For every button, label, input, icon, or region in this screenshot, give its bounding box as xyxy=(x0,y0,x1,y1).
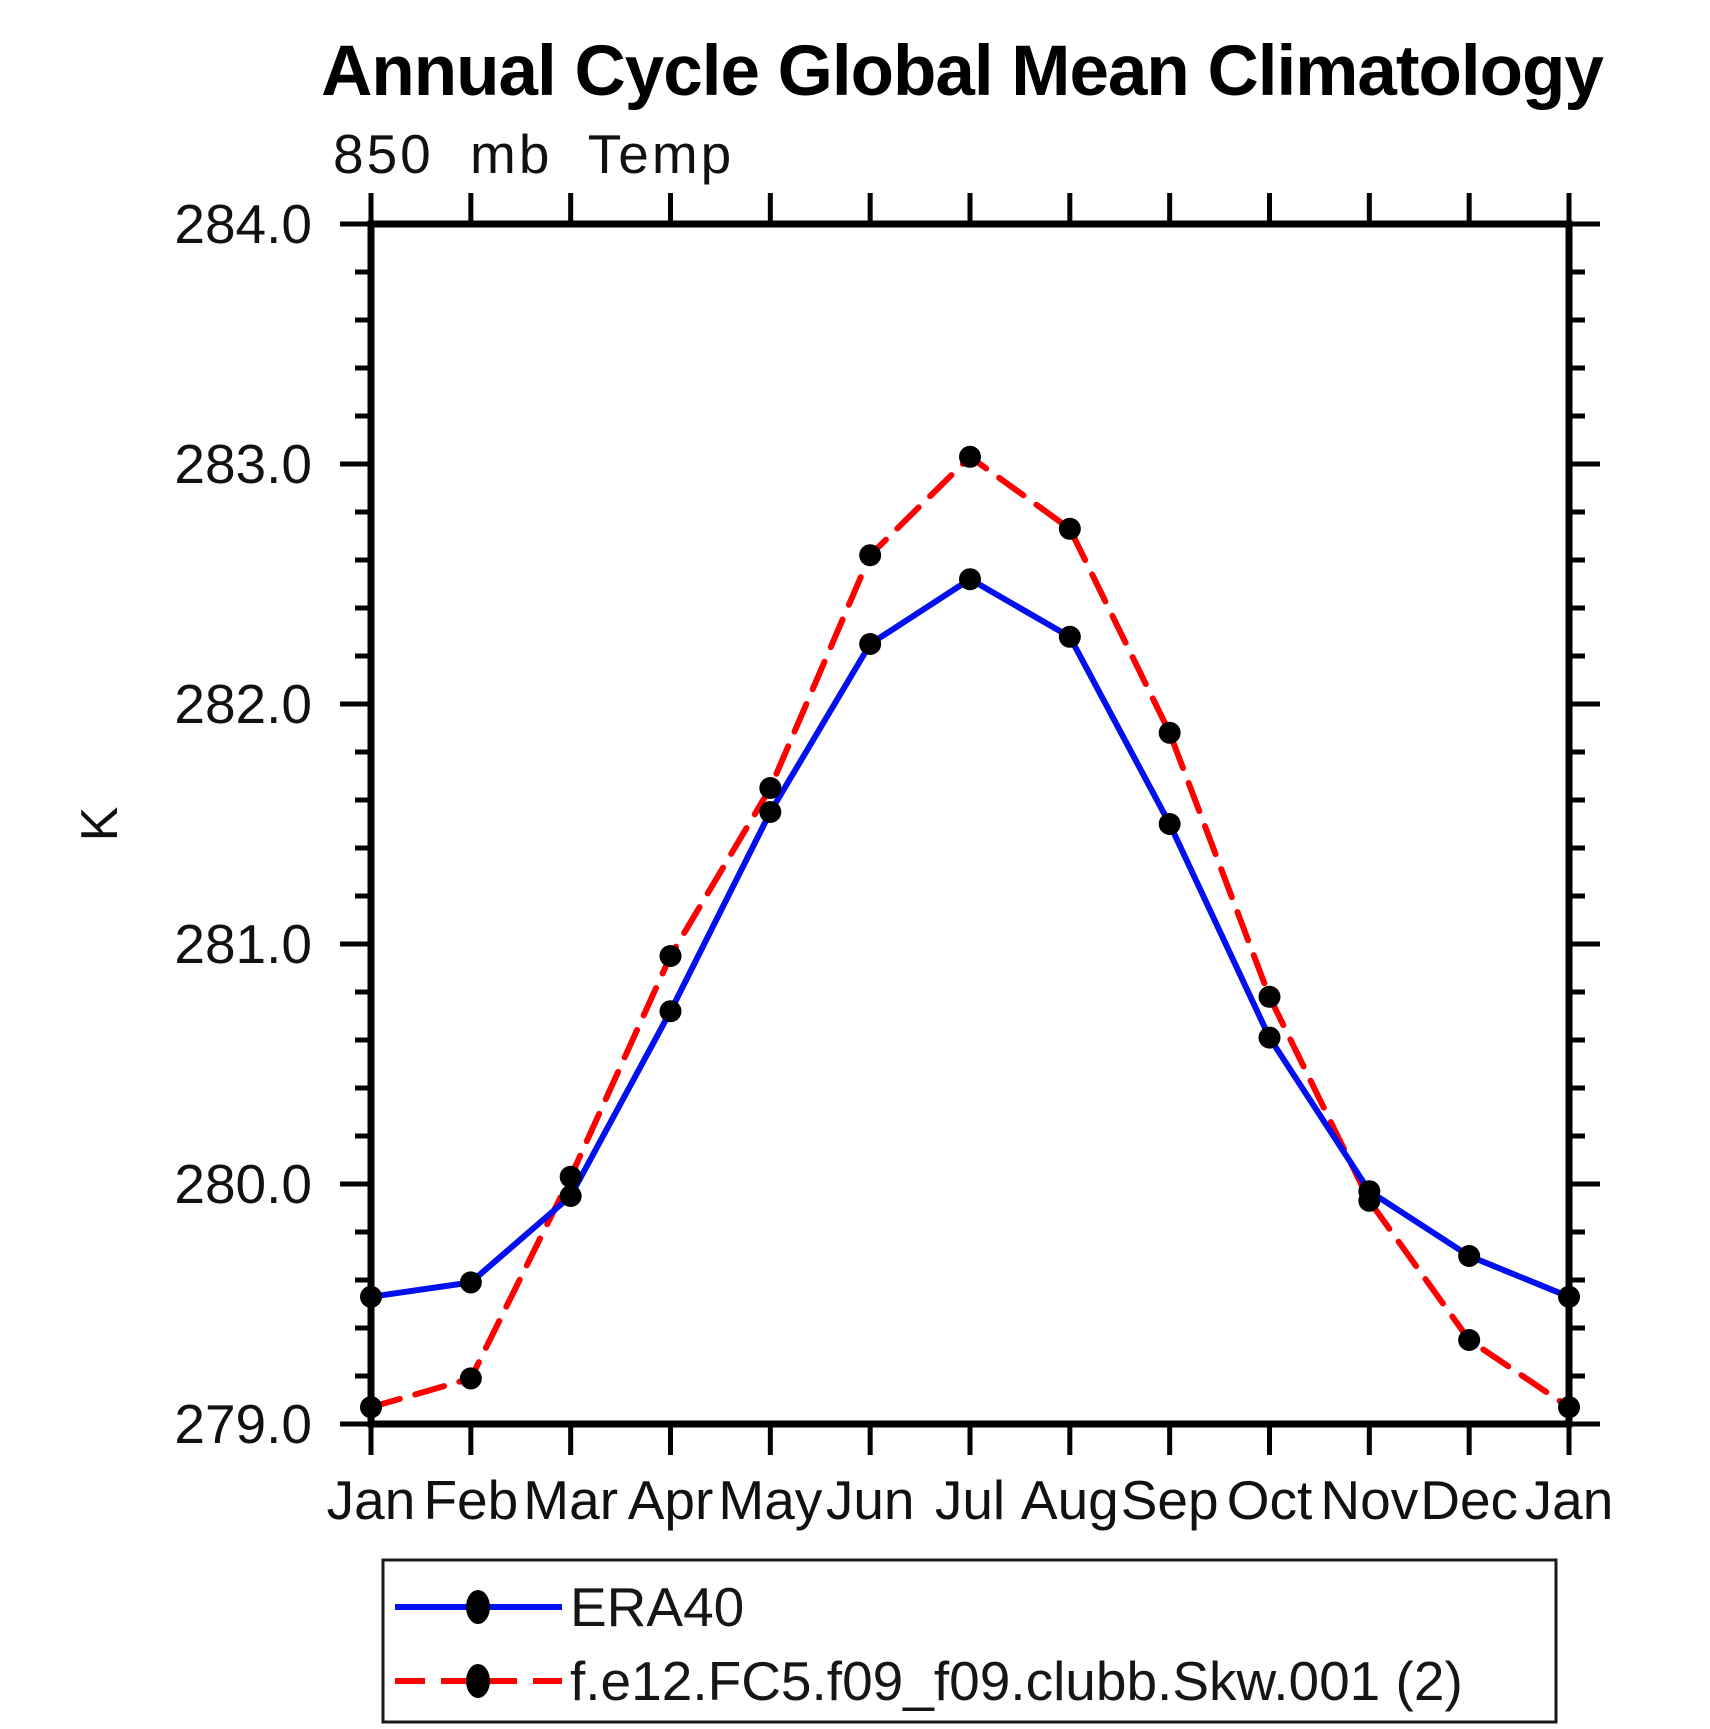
data-point-marker xyxy=(459,1271,482,1294)
x-tick-label: Oct xyxy=(1227,1469,1313,1531)
y-axis-label: K xyxy=(71,806,129,841)
data-point-marker xyxy=(759,777,782,799)
data-point-marker xyxy=(559,1165,582,1188)
x-tick-label: Dec xyxy=(1420,1469,1518,1531)
data-point-marker xyxy=(360,1285,382,1308)
series-layer xyxy=(368,452,1572,1411)
data-point-marker xyxy=(1158,813,1181,835)
axes-layer xyxy=(340,193,1600,1455)
data-point-marker xyxy=(859,633,882,655)
data-point-marker xyxy=(1158,721,1181,744)
data-point-marker xyxy=(1258,985,1281,1008)
x-tick-label: Nov xyxy=(1320,1469,1418,1531)
x-tick-label: Mar xyxy=(523,1469,618,1531)
legend: ERA40 f.e12.FC5.f09_f09.clubb.Skw.001 (2) xyxy=(381,1558,1558,1724)
series-line-era40 xyxy=(368,575,1572,1300)
y-tick-label: 280.0 xyxy=(174,1153,312,1215)
data-point-marker xyxy=(1058,517,1081,540)
chart-title: Annual Cycle Global Mean Climatology xyxy=(321,32,1604,111)
axis-tick-labels: Jan Feb Mar Apr May Jun Jul Aug Sep Oct Nov Dec Jan2… xyxy=(174,193,1613,1531)
x-tick-label: Sep xyxy=(1121,1469,1219,1531)
series-line-f-e12-fc5-f09-f09-clubb-skw-001-2- xyxy=(368,452,1572,1411)
x-tick-label: Jul xyxy=(935,1469,1005,1531)
data-point-marker xyxy=(559,1185,582,1207)
x-tick-label: Apr xyxy=(628,1469,714,1531)
plot-frame xyxy=(367,220,1573,1428)
legend-entry-label: f.e12.FC5.f09_f09.clubb.Skw.001 (2) xyxy=(570,1650,1463,1712)
y-tick-label: 282.0 xyxy=(174,673,312,735)
x-tick-label: Aug xyxy=(1021,1469,1119,1531)
data-point-marker xyxy=(759,801,782,823)
data-point-marker xyxy=(959,445,981,468)
data-point-marker xyxy=(1558,1285,1580,1308)
marker-layer xyxy=(360,445,1580,1419)
legend-marker-sample xyxy=(466,1664,490,1698)
chart-subtitle: 850 mb Temp xyxy=(333,123,734,185)
x-tick-label: Jun xyxy=(826,1469,915,1531)
data-point-marker xyxy=(859,544,882,567)
x-tick-label: Jan xyxy=(1525,1469,1614,1531)
legend-entry-label: ERA40 xyxy=(570,1576,744,1638)
data-point-marker xyxy=(1258,1026,1281,1049)
data-point-marker xyxy=(659,1000,682,1023)
x-tick-label: Jan xyxy=(327,1469,416,1531)
y-tick-label: 279.0 xyxy=(174,1393,312,1455)
data-point-marker xyxy=(659,945,682,967)
data-point-marker xyxy=(959,568,981,591)
y-tick-label: 283.0 xyxy=(174,433,312,495)
data-point-marker xyxy=(1558,1396,1580,1419)
data-point-marker xyxy=(1458,1329,1481,1351)
legend-box xyxy=(381,1558,1558,1724)
x-tick-label: Feb xyxy=(423,1469,518,1531)
y-tick-label: 284.0 xyxy=(174,193,312,255)
y-tick-label: 281.0 xyxy=(174,913,312,975)
data-point-marker xyxy=(1458,1245,1481,1267)
data-point-marker xyxy=(360,1396,382,1419)
data-point-marker xyxy=(1358,1189,1381,1212)
data-point-marker xyxy=(459,1367,482,1390)
data-point-marker xyxy=(1058,625,1081,648)
x-tick-label: May xyxy=(718,1469,822,1531)
legend-marker-sample xyxy=(466,1590,490,1624)
